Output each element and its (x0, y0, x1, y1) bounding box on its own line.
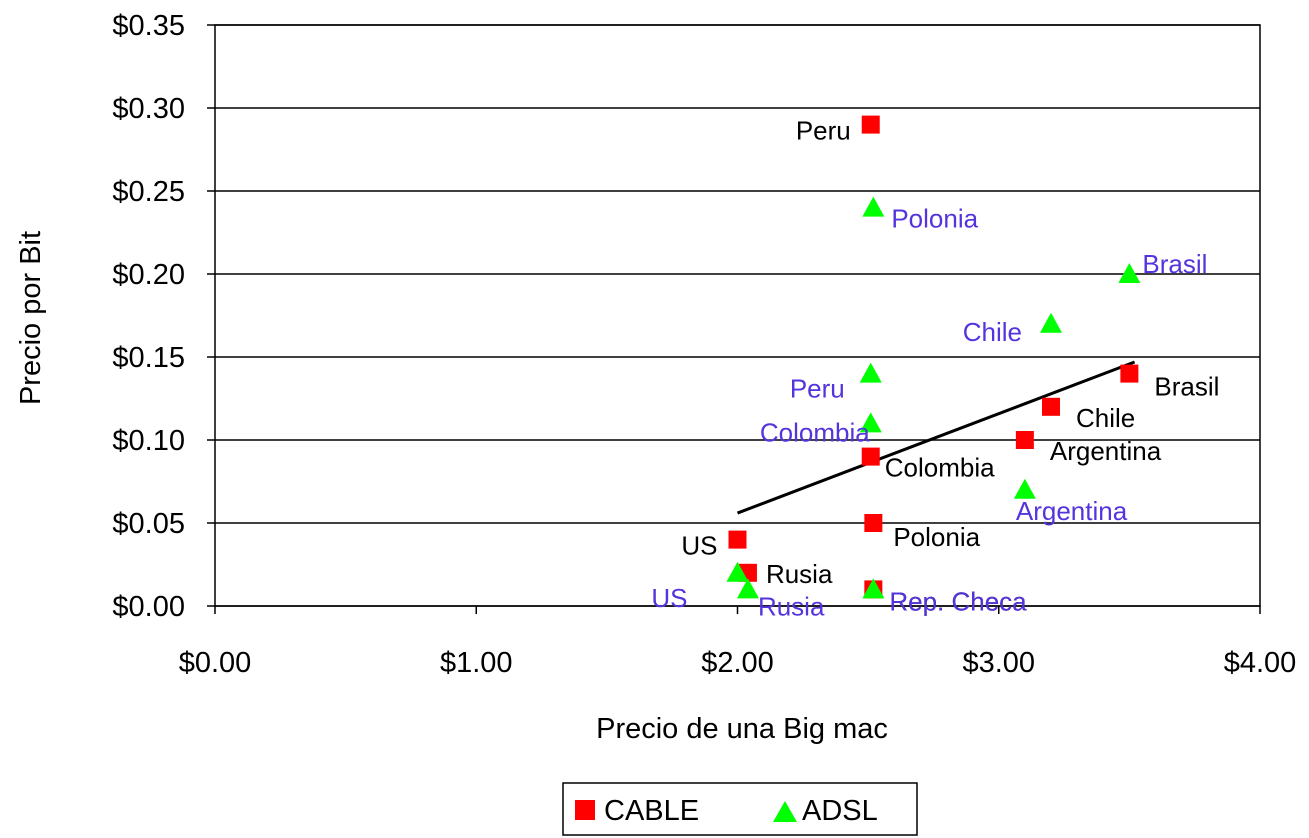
x-tick-label: $1.00 (440, 647, 513, 679)
point-label: Chile (1076, 403, 1135, 433)
adsl-marker (862, 578, 885, 599)
x-tick-label: $2.00 (701, 647, 774, 679)
legend-box (562, 782, 918, 836)
point-label: Colombia (760, 417, 870, 447)
point-label: Peru (796, 116, 851, 146)
legend-cable-label: CABLE (604, 795, 699, 827)
legend-adsl-label: ADSL (802, 795, 878, 827)
adsl-marker (726, 561, 749, 582)
point-label: Rep. Checa (889, 586, 1027, 616)
legend: CABLE ADSL (562, 782, 918, 836)
point-label: US (651, 583, 687, 613)
adsl-marker (859, 362, 882, 383)
x-axis-ticks: $0.00 $1.00 $2.00 $3.00 $4.00 (179, 606, 1297, 679)
x-tick-label: $0.00 (179, 647, 252, 679)
point-label: Colombia (885, 453, 995, 483)
y-tick-label: $0.20 (112, 259, 185, 291)
adsl-marker (736, 578, 759, 599)
cable-marker (1120, 364, 1139, 383)
point-label: Rusia (758, 591, 825, 621)
point-label: Peru (790, 374, 845, 404)
cable-marker (864, 514, 883, 532)
y-tick-label: $0.00 (112, 591, 185, 623)
x-axis-title: Precio de una Big mac (596, 713, 888, 745)
cable-marker (728, 530, 747, 549)
point-label: Rep. Checa (889, 586, 1027, 616)
adsl-marker (862, 196, 885, 217)
legend-adsl-marker (773, 801, 797, 822)
point-labels: PeruBrasilChileArgentinaColombiaPoloniaU… (651, 116, 1219, 622)
y-tick-label: $0.05 (112, 508, 185, 540)
point-label: Argentina (1050, 436, 1162, 466)
gridlines (215, 24, 1260, 607)
y-axis-ticks: $0.00 $0.05 $0.10 $0.15 $0.20 $0.25 $0.30 $0.35 (112, 10, 215, 623)
point-label: Chile (963, 317, 1022, 347)
point-label: Brasil (1154, 372, 1219, 402)
y-tick-label: $0.35 (112, 10, 185, 42)
y-tick-label: $0.30 (112, 93, 185, 125)
point-label: Brasil (1142, 249, 1207, 279)
cable-marker (1015, 431, 1034, 449)
x-tick-label: $4.00 (1224, 647, 1297, 679)
y-axis-title: Precio por Bit (15, 231, 47, 405)
y-tick-label: $0.10 (112, 425, 185, 457)
point-label: Polonia (891, 204, 978, 234)
point-label: US (681, 531, 717, 561)
y-tick-label: $0.15 (112, 342, 185, 374)
cable-marker (1042, 397, 1060, 416)
cable-marker (861, 447, 880, 466)
point-label: Polonia (893, 522, 980, 552)
legend-cable-marker (575, 800, 595, 820)
x-tick-label: $3.00 (962, 647, 1035, 679)
adsl-marker (1013, 478, 1036, 499)
adsl-marker (1040, 312, 1062, 333)
y-tick-label: $0.25 (112, 176, 185, 208)
point-label: Argentina (1016, 496, 1128, 526)
point-label: Rusia (766, 559, 833, 589)
adsl-marker (1118, 263, 1141, 283)
data-points (726, 115, 1141, 599)
adsl-marker (859, 412, 882, 433)
trendline (736, 360, 1136, 515)
cable-marker (861, 115, 880, 134)
